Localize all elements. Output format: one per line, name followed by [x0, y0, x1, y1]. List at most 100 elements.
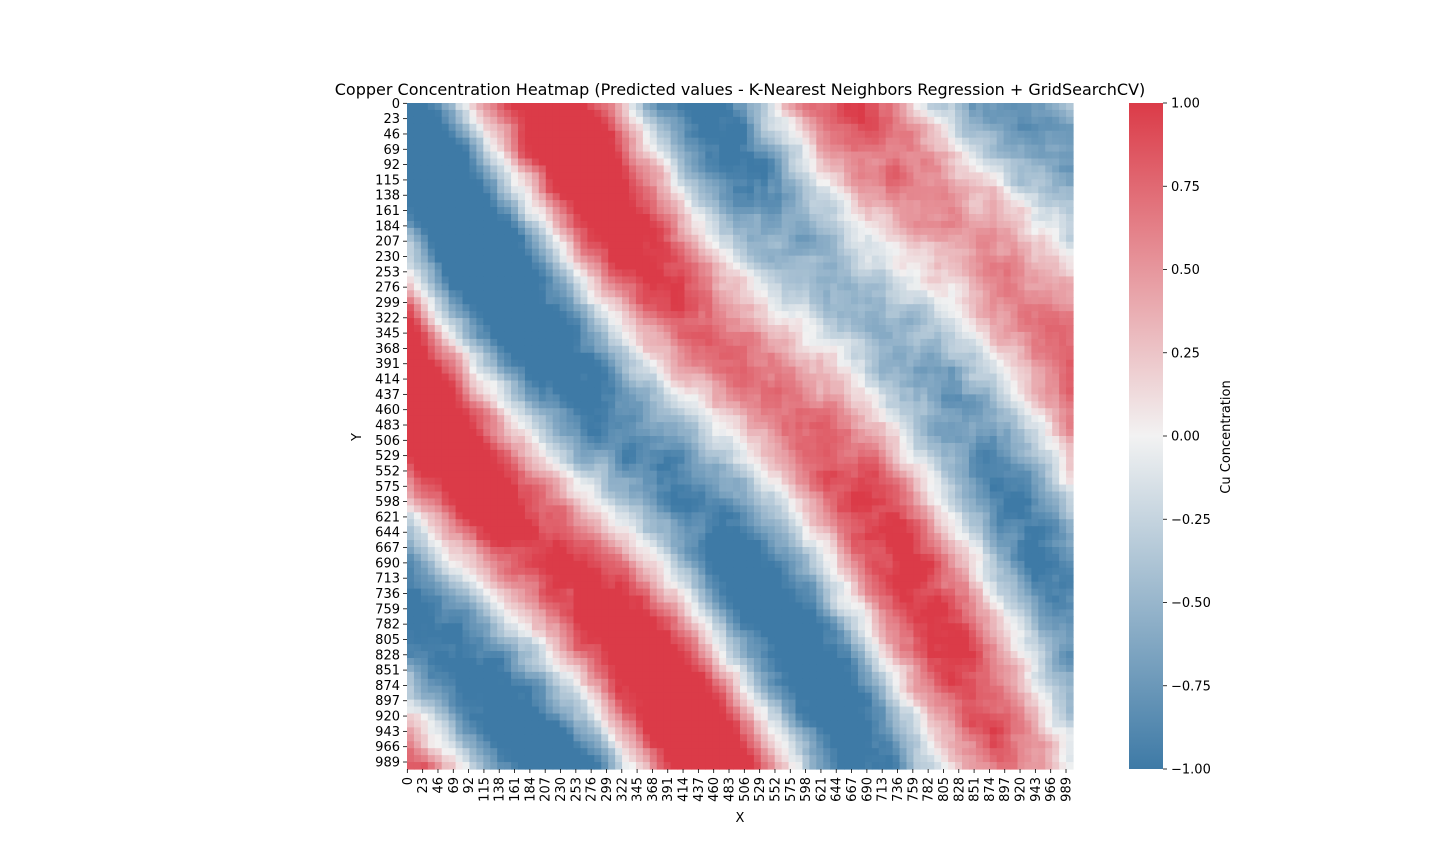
heatmap-cell — [670, 255, 679, 264]
heatmap-cell — [608, 255, 616, 264]
heatmap-cell — [878, 436, 887, 444]
heatmap-cell — [982, 151, 991, 160]
heatmap-cell — [490, 151, 498, 160]
heatmap-cell — [1017, 318, 1026, 326]
heatmap-cell — [476, 220, 484, 229]
heatmap-cell — [587, 207, 595, 215]
heatmap-cell — [968, 436, 977, 444]
heatmap-cell — [795, 387, 804, 395]
heatmap-cell — [615, 172, 623, 180]
heatmap-cell — [864, 387, 873, 395]
heatmap-cell — [975, 456, 984, 465]
heatmap-cell — [823, 234, 831, 243]
heatmap-cell — [899, 422, 908, 430]
heatmap-cell — [691, 325, 699, 333]
heatmap-cell — [989, 220, 998, 229]
heatmap-cell — [962, 352, 970, 361]
heatmap-cell — [455, 436, 464, 444]
heatmap-cell — [511, 311, 519, 319]
heatmap-cell — [871, 366, 880, 375]
heatmap-cell — [545, 241, 554, 250]
heatmap-cell — [767, 283, 776, 291]
heatmap-cell — [518, 359, 526, 368]
heatmap-cell — [816, 401, 824, 409]
heatmap-cell — [781, 109, 790, 118]
heatmap-cell — [1024, 255, 1032, 264]
heatmap-cell — [746, 318, 755, 326]
heatmap-cell — [941, 109, 949, 118]
heatmap-cell — [1010, 179, 1019, 187]
heatmap-cell — [1003, 373, 1012, 382]
heatmap-cell — [941, 179, 949, 187]
heatmap-cell — [719, 408, 727, 416]
heatmap-cell — [483, 227, 491, 236]
heatmap-cell — [816, 214, 824, 222]
heatmap-cell — [559, 165, 568, 173]
heatmap-cell — [927, 380, 935, 389]
heatmap-cell — [726, 345, 734, 354]
heatmap-cell — [427, 311, 436, 319]
heatmap-cell — [1052, 366, 1060, 375]
heatmap-cell — [816, 172, 824, 180]
heatmap-cell — [740, 227, 748, 236]
heatmap-cell — [642, 179, 651, 187]
heatmap-cell — [559, 408, 568, 416]
heatmap-cell — [955, 331, 963, 340]
heatmap-cell — [851, 311, 859, 319]
heatmap-cell — [941, 241, 949, 250]
heatmap-cell — [906, 276, 915, 284]
heatmap-cell — [962, 200, 970, 208]
heatmap-cell — [469, 276, 477, 284]
heatmap-cell — [816, 283, 824, 291]
heatmap-cell — [982, 449, 991, 458]
heatmap-cell — [975, 276, 984, 284]
heatmap-cell — [531, 449, 540, 458]
heatmap-cell — [878, 151, 887, 160]
heatmap-cell — [601, 255, 609, 264]
heatmap-cell — [941, 193, 949, 201]
heatmap-cell — [823, 436, 831, 444]
heatmap-cell — [934, 449, 942, 458]
heatmap-cell — [615, 436, 623, 444]
heatmap-cell — [608, 283, 616, 291]
heatmap-cell — [413, 318, 422, 326]
heatmap-cell — [837, 137, 845, 146]
heatmap-cell — [927, 352, 935, 361]
heatmap-cell — [594, 429, 602, 437]
heatmap-cell — [774, 387, 783, 395]
heatmap-cell — [837, 241, 845, 250]
heatmap-cell — [795, 304, 804, 312]
heatmap-cell — [906, 200, 915, 208]
heatmap-cell — [629, 165, 637, 173]
heatmap-cell — [441, 151, 450, 160]
heatmap-cell — [1024, 442, 1032, 451]
heatmap-cell — [518, 283, 526, 291]
heatmap-cell — [531, 214, 540, 222]
heatmap-cell — [420, 366, 429, 375]
heatmap-cell — [948, 429, 956, 437]
heatmap-cell — [518, 109, 526, 118]
heatmap-cell — [816, 325, 824, 333]
heatmap-cell — [545, 380, 554, 389]
heatmap-cell — [712, 345, 720, 354]
heatmap-cell — [1066, 269, 1074, 278]
heatmap-cell — [698, 227, 706, 236]
heatmap-cell — [899, 429, 908, 437]
heatmap-cell — [1059, 297, 1067, 305]
heatmap-cell — [968, 456, 977, 465]
heatmap-cell — [580, 193, 588, 201]
heatmap-cell — [580, 387, 588, 395]
heatmap-cell — [1017, 436, 1026, 444]
heatmap-cell — [934, 380, 942, 389]
heatmap-cell — [1003, 241, 1012, 250]
heatmap-cell — [545, 103, 554, 111]
heatmap-cell — [962, 262, 970, 271]
heatmap-cell — [1017, 387, 1026, 395]
heatmap-cell — [906, 290, 915, 298]
heatmap-cell — [483, 103, 491, 111]
heatmap-cell — [733, 172, 741, 180]
heatmap-cell — [982, 241, 991, 250]
heatmap-cell — [511, 227, 519, 236]
heatmap-cell — [753, 103, 762, 111]
heatmap-cell — [448, 248, 457, 257]
